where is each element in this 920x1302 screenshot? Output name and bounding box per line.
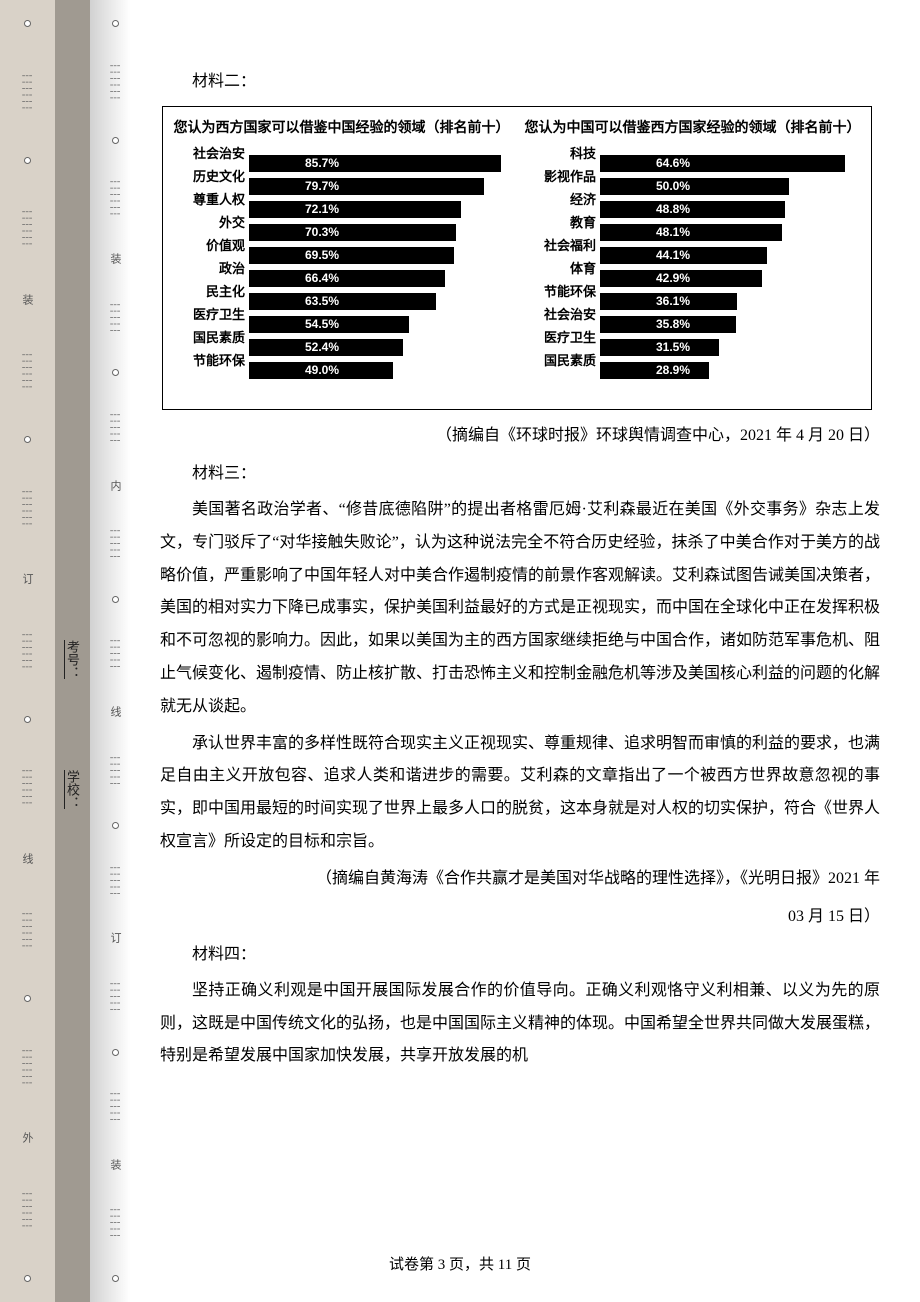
binding-line-outer: ┆┆┆┆┆┆ ┆┆┆┆┆┆ 装 ┆┆┆┆┆┆┆┆┆┆┆┆ 订 ┆┆┆┆┆┆┆┆┆… xyxy=(20,20,34,1282)
material-2-heading: 材料二： xyxy=(160,66,880,98)
binding-outer-char: 装 xyxy=(19,294,35,307)
chart-left: 您认为西方国家可以借鉴中国经验的领域（排名前十） 社会治安85.7%历史文化79… xyxy=(169,113,514,401)
material-3-para-1: 美国著名政治学者、“修昔底德陷阱”的提出者格雷厄姆·艾利森最近在美国《外交事务》… xyxy=(160,494,880,724)
chart-bar-row: 49.0% xyxy=(169,361,514,380)
chart-left-bars: 社会治安85.7%历史文化79.7%尊重人权72.1%外交70.3%价值观69.… xyxy=(169,143,514,401)
binding-inner-char: 装 xyxy=(107,253,123,266)
chart-right: 您认为中国可以借鉴西方国家经验的领域（排名前十） 科技64.6%影视作品50.0… xyxy=(520,113,865,401)
content-area: 材料二： 您认为西方国家可以借鉴中国经验的领域（排名前十） 社会治安85.7%历… xyxy=(160,60,880,1077)
material-3-source-a: （摘编自黄海涛《合作共赢才是美国对华战略的理性选择》，《光明日报》2021 年 xyxy=(160,863,880,895)
binding-outer-char: 订 xyxy=(19,573,35,586)
side-label-school: 学校： xyxy=(63,770,82,809)
chart-value-label: 49.0% xyxy=(249,363,339,377)
material-4-para-1: 坚持正确义利观是中国开展国际发展合作的价值导向。正确义利观恪守义利相兼、以义为先… xyxy=(160,975,880,1073)
binding-outer-char: 线 xyxy=(19,853,35,866)
binding-inner-char: 订 xyxy=(107,932,123,945)
material-3-source-b: 03 月 15 日） xyxy=(160,901,880,933)
binding-line-inner: ┆┆┆┆┆┆ ┆┆┆┆┆┆ 装 ┆┆┆┆┆┆┆┆┆┆ 内 ┆┆┆┆┆┆┆┆┆┆ … xyxy=(108,20,122,1282)
page-footer: 试卷第 3 页，共 11 页 xyxy=(0,1253,920,1274)
chart-right-title: 您认为中国可以借鉴西方国家经验的领域（排名前十） xyxy=(520,117,865,137)
chart-source: （摘编自《环球时报》环球舆情调查中心，2021 年 4 月 20 日） xyxy=(160,420,880,452)
binding-inner-char: 线 xyxy=(107,706,123,719)
side-label-exam-no: 考号： xyxy=(63,640,82,679)
binding-outer-char: 外 xyxy=(19,1132,35,1145)
chart-value-label: 28.9% xyxy=(600,363,690,377)
binding-inner-char: 内 xyxy=(107,480,123,493)
material-3-heading: 材料三： xyxy=(160,458,880,490)
material-4-heading: 材料四： xyxy=(160,939,880,971)
chart-right-bars: 科技64.6%影视作品50.0%经济48.8%教育48.1%社会福利44.1%体… xyxy=(520,143,865,401)
material-3-para-2: 承认世界丰富的多样性既符合现实主义正视现实、尊重规律、追求明智而审慎的利益的要求… xyxy=(160,728,880,859)
binding-inner-char: 装 xyxy=(107,1159,123,1172)
chart-left-title: 您认为西方国家可以借鉴中国经验的领域（排名前十） xyxy=(169,117,514,137)
chart-bar-row: 28.9% xyxy=(520,361,865,380)
chart-container: 您认为西方国家可以借鉴中国经验的领域（排名前十） 社会治安85.7%历史文化79… xyxy=(162,106,872,410)
